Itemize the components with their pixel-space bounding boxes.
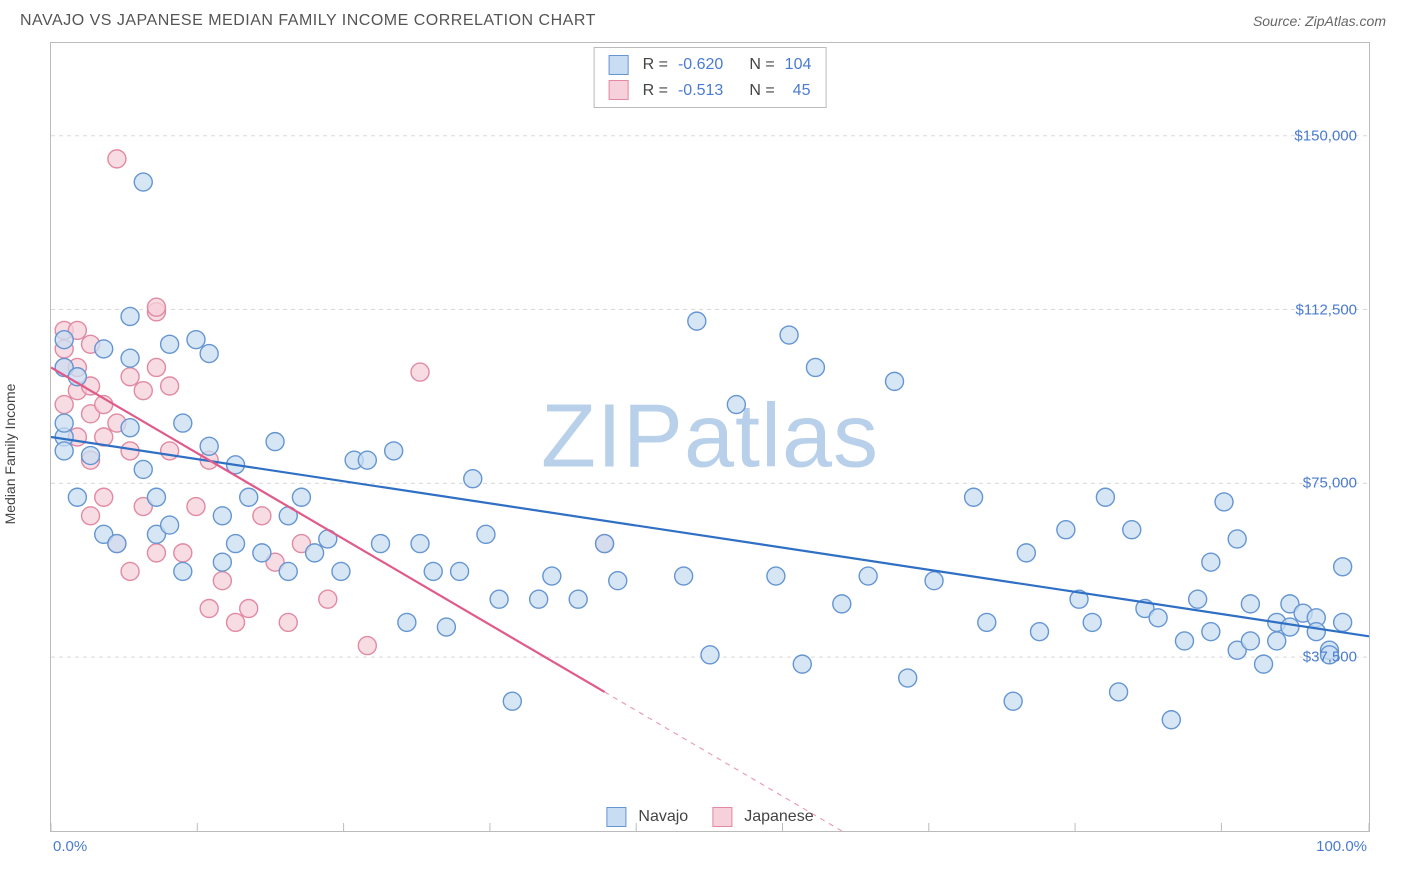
y-tick-label: $75,000 (1303, 475, 1357, 492)
swatch-navajo (609, 55, 629, 75)
legend: Navajo Japanese (606, 807, 813, 827)
swatch-japanese (609, 80, 629, 100)
y-tick-label: $37,500 (1303, 649, 1357, 666)
x-tick-label: 0.0% (53, 838, 87, 855)
legend-item-navajo: Navajo (606, 807, 688, 827)
chart-title: NAVAJO VS JAPANESE MEDIAN FAMILY INCOME … (20, 12, 596, 30)
stats-box: R = -0.620 N = 104 R = -0.513 N = 45 (594, 47, 827, 108)
y-tick-label: $112,500 (1296, 301, 1357, 318)
plot-svg (51, 43, 1369, 831)
stat-row-japanese: R = -0.513 N = 45 (609, 78, 812, 104)
y-tick-label: $150,000 (1294, 127, 1357, 144)
chart-source: Source: ZipAtlas.com (1253, 13, 1386, 29)
legend-item-japanese: Japanese (712, 807, 813, 827)
legend-swatch-japanese (712, 807, 732, 827)
scatter-chart: ZIPatlas R = -0.620 N = 104 R = -0.513 N… (50, 42, 1370, 832)
y-axis-title: Median Family Income (2, 384, 18, 525)
legend-swatch-navajo (606, 807, 626, 827)
x-tick-label: 100.0% (1316, 838, 1367, 855)
stat-row-navajo: R = -0.620 N = 104 (609, 52, 812, 78)
